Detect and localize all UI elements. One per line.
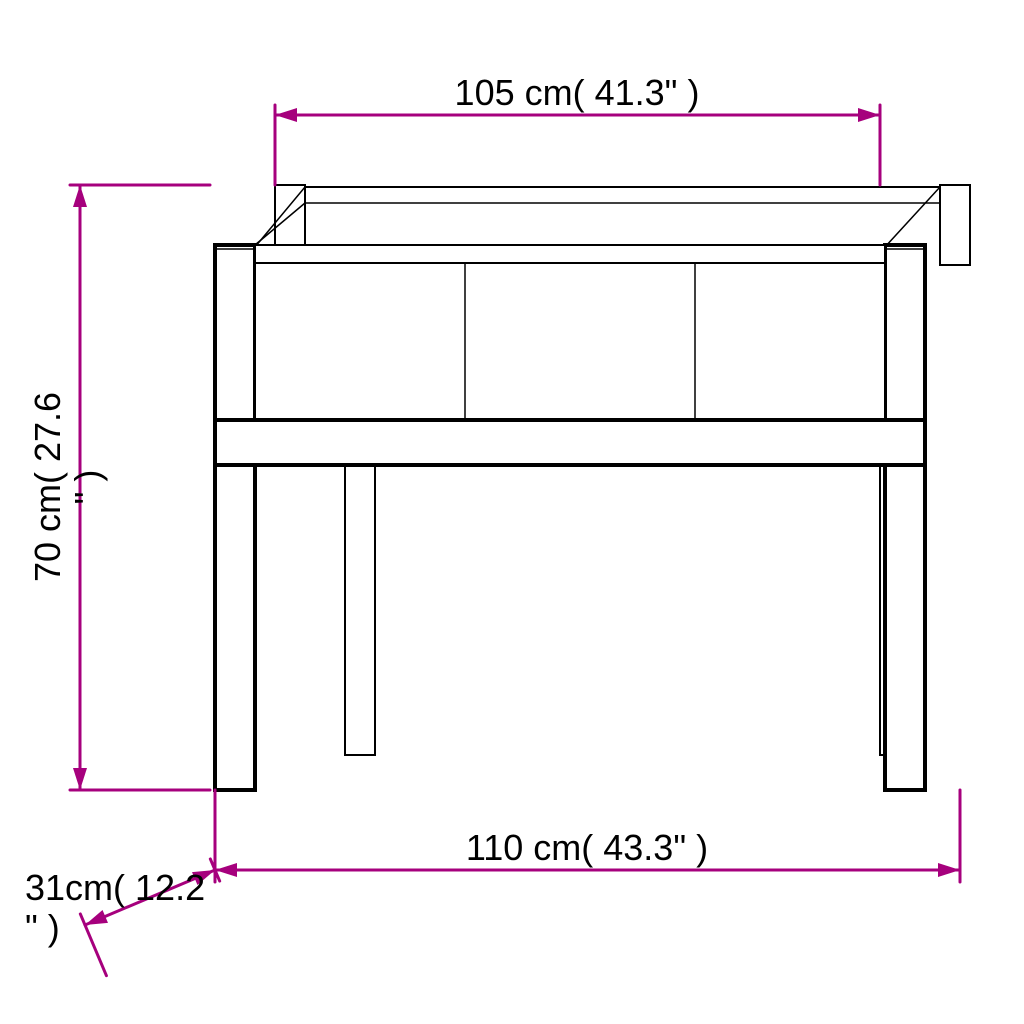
product-line-drawing: [215, 185, 970, 790]
dimension-annotations: 105 cm( 41.3" )70 cm( 27.6" )110 cm( 43.…: [25, 72, 960, 976]
dimension-label-bottom: 110 cm( 43.3" ): [466, 827, 708, 868]
dimension-label-top: 105 cm( 41.3" ): [455, 72, 700, 113]
dimension-label-height-1: 70 cm( 27.6: [27, 392, 68, 582]
dimension-label-height-2: " ): [67, 470, 108, 505]
dimension-diagram: 105 cm( 41.3" )70 cm( 27.6" )110 cm( 43.…: [0, 0, 1024, 1024]
dimension-label-depth-2: " ): [25, 907, 60, 948]
dimension-label-depth-1: 31cm( 12.2: [25, 867, 205, 908]
